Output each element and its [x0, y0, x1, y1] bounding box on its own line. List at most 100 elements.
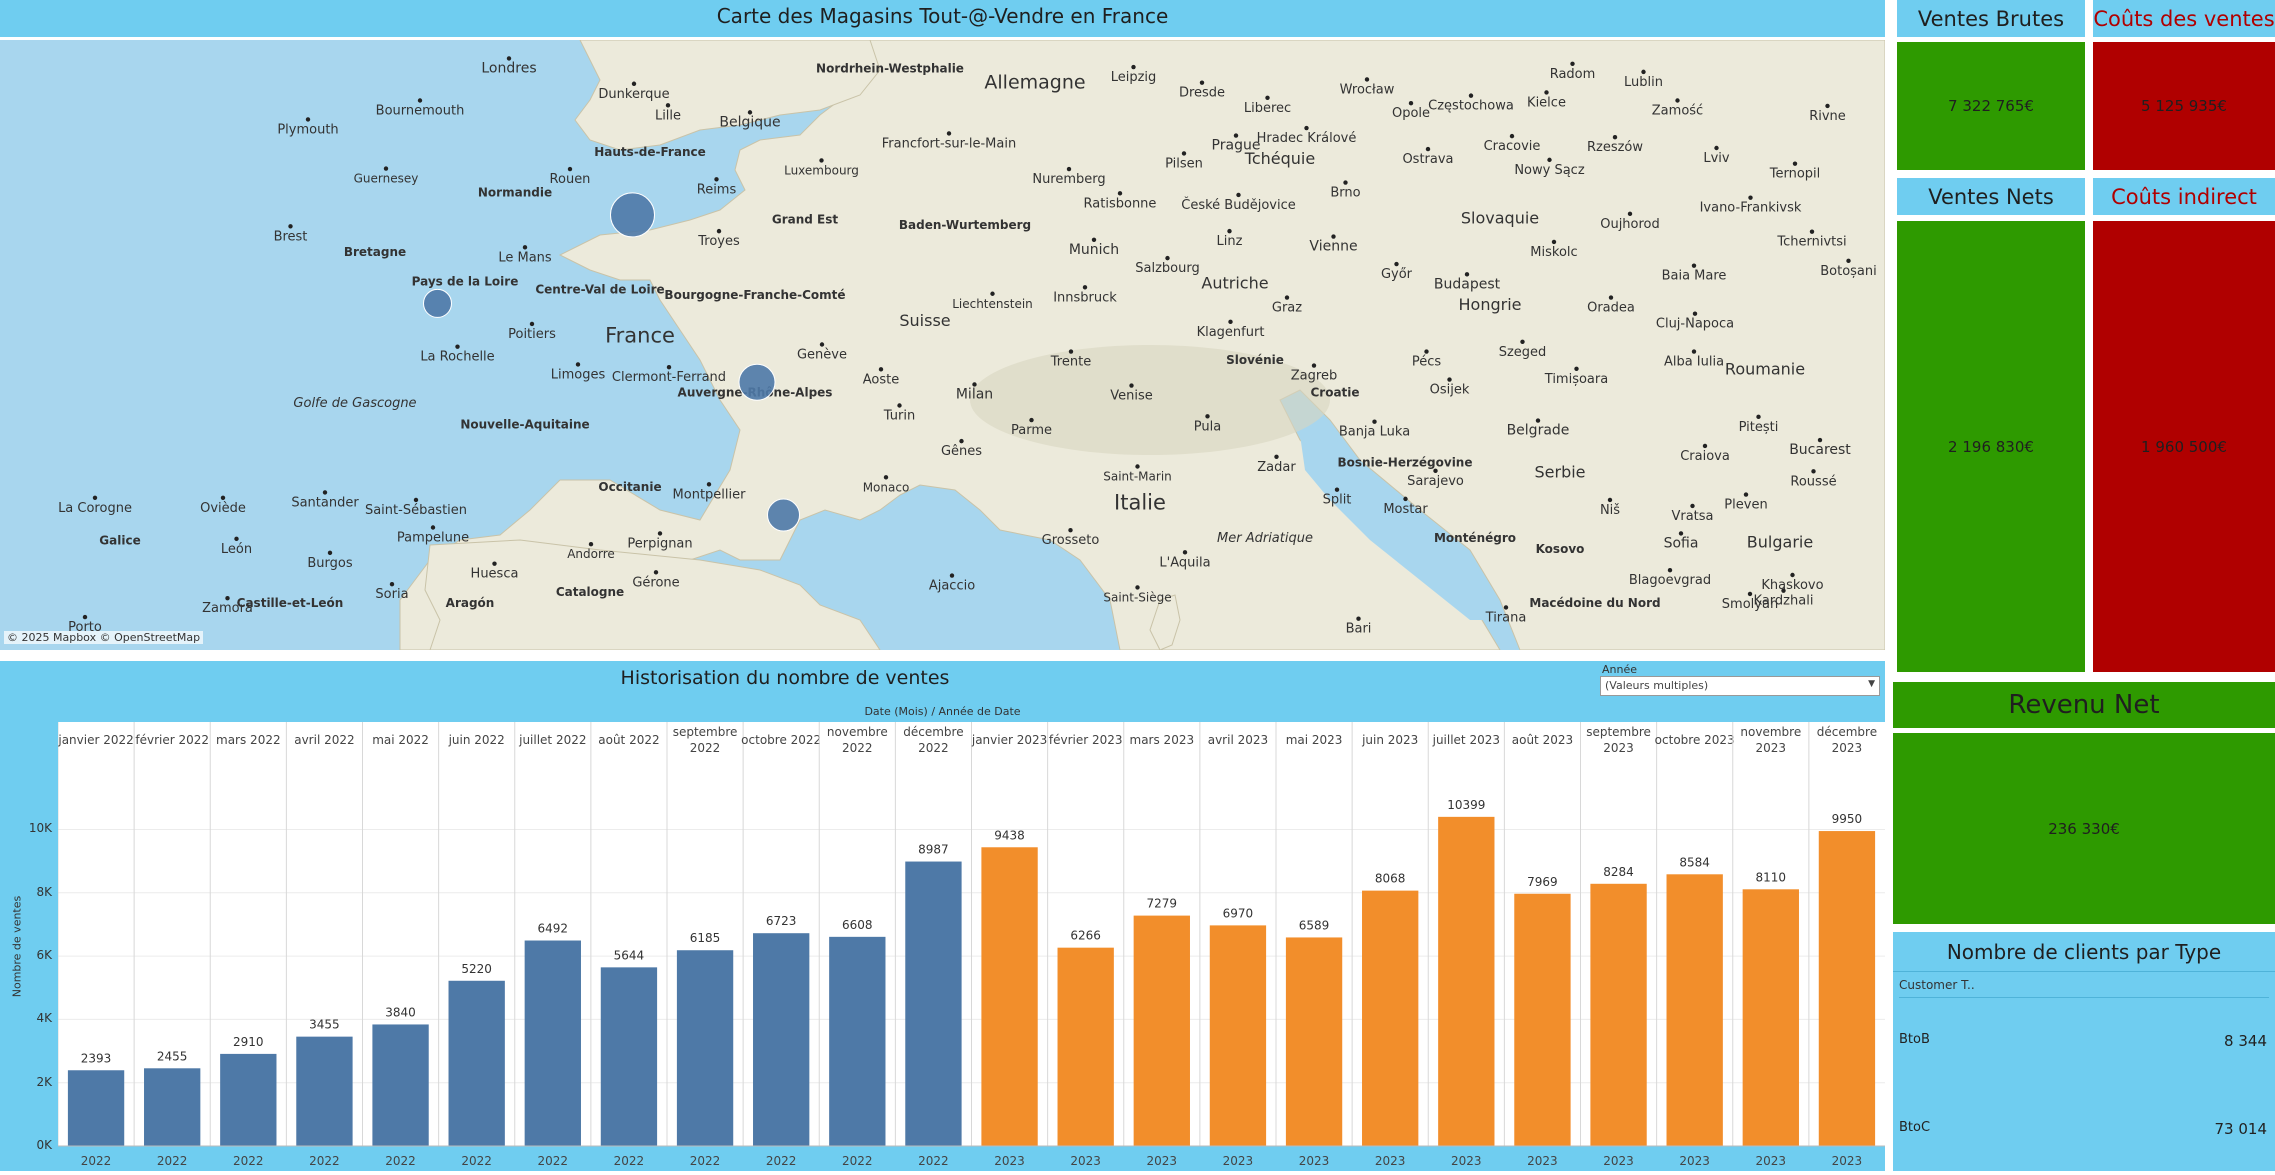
- bar[interactable]: [372, 1024, 429, 1146]
- bar[interactable]: [600, 967, 658, 1146]
- store-marker[interactable]: [767, 498, 800, 532]
- map-place-label: Roumanie: [1725, 360, 1805, 379]
- bar[interactable]: [1133, 915, 1190, 1146]
- city-dot: [883, 475, 889, 480]
- bar-value-label: 8284: [1603, 865, 1634, 879]
- kpi-ventes-brutes-label: Ventes Brutes: [1917, 6, 2065, 31]
- city-dot: [1612, 135, 1618, 140]
- map-place-label: Nouvelle-Aquitaine: [460, 418, 589, 432]
- map-place-label: Lublin: [1624, 75, 1663, 90]
- bar[interactable]: [1057, 947, 1114, 1146]
- bar-value-label: 5220: [461, 962, 492, 976]
- map-canvas[interactable]: Londres Bournemouth Plymouth Guernesey Brest…: [0, 40, 1885, 650]
- city-dot: [1135, 585, 1140, 590]
- bar-value-label: 9438: [994, 828, 1025, 842]
- city-dot: [383, 166, 389, 171]
- city-dot: [1082, 285, 1088, 290]
- bar[interactable]: [1438, 816, 1495, 1146]
- bar[interactable]: [829, 936, 886, 1146]
- map-place-label: Plymouth: [277, 122, 338, 137]
- city-dot: [234, 536, 239, 542]
- bar[interactable]: [1818, 831, 1876, 1146]
- city-dot: [1182, 550, 1188, 555]
- map-place-label: Pitești: [1739, 420, 1779, 435]
- city-dot: [1743, 492, 1749, 497]
- month-label: avril 2023: [1208, 733, 1268, 747]
- city-dot: [1790, 572, 1795, 578]
- city-dot: [225, 596, 230, 601]
- bar[interactable]: [1362, 890, 1419, 1146]
- city-dot: [878, 367, 884, 372]
- bar[interactable]: [1666, 874, 1723, 1146]
- store-marker[interactable]: [423, 288, 452, 318]
- map-place-label: Santander: [291, 495, 359, 510]
- map-place-label: Roussé: [1790, 474, 1836, 489]
- map-place-label: Cluj-Napoca: [1656, 317, 1734, 332]
- y-tick-label: 0K: [36, 1138, 52, 1152]
- map-place-label: Autriche: [1201, 273, 1268, 292]
- store-marker[interactable]: [610, 192, 655, 238]
- bar[interactable]: [1742, 889, 1799, 1146]
- bar[interactable]: [448, 980, 505, 1146]
- bar[interactable]: [1590, 883, 1647, 1146]
- map-place-label: Rivne: [1809, 109, 1846, 124]
- city-dot: [1846, 258, 1851, 264]
- chevron-down-icon[interactable]: ▼: [1868, 679, 1875, 689]
- year-label: 2022: [385, 1154, 416, 1168]
- map-place-label: Nuremberg: [1032, 172, 1105, 187]
- city-dot: [1702, 443, 1708, 449]
- bar[interactable]: [67, 1070, 125, 1146]
- city-dot: [1811, 469, 1816, 474]
- bar[interactable]: [220, 1053, 277, 1146]
- bar[interactable]: [753, 933, 810, 1146]
- map-place-label: Pilsen: [1165, 156, 1203, 171]
- city-dot: [1408, 100, 1414, 106]
- year-label: 2023: [1070, 1154, 1101, 1168]
- city-dot: [1343, 180, 1348, 185]
- client-count-value: 73 014: [2214, 1120, 2268, 1138]
- map-place-label: Bosnie-Herzégovine: [1338, 455, 1473, 469]
- city-dot: [1068, 527, 1073, 533]
- map-place-label: Venise: [1110, 389, 1153, 404]
- kpi-couts-ventes-value: 5 125 935€: [2141, 97, 2227, 115]
- month-label: février 2023: [1049, 733, 1123, 747]
- city-dot: [1667, 567, 1673, 573]
- bar-chart[interactable]: janvier 2022 2393 2022 février 2022 2455 2022…: [57, 722, 1885, 1171]
- bar-value-label: 3455: [309, 1018, 340, 1032]
- bar[interactable]: [144, 1068, 201, 1146]
- city-dot: [567, 166, 573, 172]
- city-dot: [1199, 80, 1205, 85]
- city-dot: [1424, 349, 1429, 354]
- map-place-label: Bari: [1346, 622, 1372, 637]
- city-dot: [665, 103, 671, 108]
- city-dot: [819, 158, 824, 163]
- city-dot: [588, 542, 594, 547]
- bar[interactable]: [1285, 937, 1343, 1146]
- bar[interactable]: [524, 940, 581, 1146]
- year-filter-dropdown[interactable]: (Valeurs multiples) ▼: [1600, 676, 1880, 696]
- year-label: 2022: [538, 1154, 569, 1168]
- bar[interactable]: [905, 861, 962, 1146]
- map-place-label: Troyes: [697, 234, 740, 249]
- clients-row-btoc: BtoC 73 014: [1899, 1120, 2269, 1144]
- bar[interactable]: [1514, 893, 1571, 1146]
- bar[interactable]: [676, 950, 734, 1146]
- month-label: octobre 2022: [741, 733, 821, 747]
- store-map[interactable]: Londres Bournemouth Plymouth Guernesey Brest…: [0, 40, 1885, 650]
- bar[interactable]: [981, 847, 1038, 1146]
- year-filter-value: (Valeurs multiples): [1605, 679, 1709, 692]
- map-place-label: Budapest: [1434, 276, 1501, 292]
- chart-title-bar: Historisation du nombre de ventes Année …: [0, 661, 1885, 702]
- map-place-label: Rzeszów: [1587, 140, 1643, 155]
- map-place-label: Rouen: [550, 172, 591, 187]
- bar[interactable]: [296, 1036, 353, 1146]
- map-place-label: Occitanie: [598, 480, 661, 494]
- bar[interactable]: [1209, 925, 1267, 1146]
- year-label: 2022: [309, 1154, 340, 1168]
- map-place-label: La Rochelle: [420, 350, 494, 365]
- map-place-label: Parme: [1011, 423, 1052, 438]
- store-marker[interactable]: [738, 363, 776, 401]
- map-place-label: Zagreb: [1291, 369, 1337, 384]
- kpi-ventes-nets-value: 2 196 830€: [1948, 437, 2034, 456]
- map-place-label: Niš: [1600, 503, 1620, 518]
